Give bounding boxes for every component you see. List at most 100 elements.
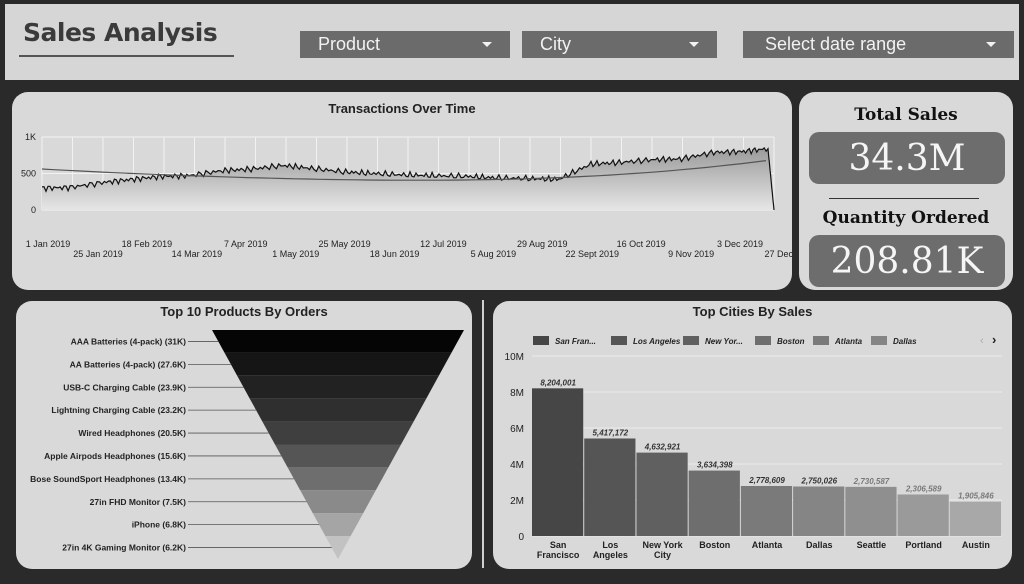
x-tick-label: Atlanta (752, 540, 783, 550)
legend-swatch (533, 336, 549, 345)
legend-label: Los Angeles (633, 337, 681, 346)
bar-value-label: 1,905,846 (958, 492, 994, 501)
bar-value-label: 4,632,921 (644, 443, 681, 452)
transactions-chart-title: Transactions Over Time (328, 101, 476, 116)
header-bar: Sales Analysis Product City Select date … (5, 4, 1019, 80)
chevron-down-icon (986, 42, 996, 47)
city-bar (845, 486, 897, 536)
x-tick-label: 3 Dec 2019 (717, 239, 763, 249)
bar-value-label: 2,306,589 (905, 484, 942, 493)
funnel-segment (237, 375, 439, 399)
quantity-ordered-label: Quantity Ordered (822, 208, 990, 228)
bar-value-label: 2,778,609 (748, 476, 785, 485)
x-tick-label: Austin (962, 540, 990, 550)
x-tick-label: 16 Oct 2019 (617, 239, 666, 249)
x-tick-label: Seattle (857, 540, 887, 550)
legend-label: New Yor... (705, 337, 743, 346)
total-sales-value: 34.3M (809, 132, 1005, 184)
bar-value-label: 3,634,398 (697, 461, 733, 470)
chevron-right-icon: › (992, 332, 996, 347)
city-bar (532, 388, 584, 536)
legend-label: Dallas (893, 337, 917, 346)
city-bar (897, 494, 949, 536)
city-filter-dropdown[interactable]: City (522, 31, 717, 58)
x-tick-label: Los (602, 540, 618, 550)
chevron-down-icon (689, 42, 699, 47)
quantity-ordered-value: 208.81K (809, 235, 1005, 287)
city-bar (584, 438, 636, 536)
date-range-label: Select date range (765, 34, 907, 54)
funnel-segment (300, 490, 376, 514)
city-bar (793, 486, 845, 536)
top-cities-panel: Top Cities By Sales San Fran... Los Angel… (493, 301, 1012, 569)
funnel-category-label: AA Batteries (4-pack) (27.6K) (70, 359, 187, 369)
y-tick-label: 0 (518, 532, 524, 543)
funnel-category-label: 27in 4K Gaming Monitor (6.2K) (62, 543, 186, 553)
funnel-segment (224, 352, 452, 376)
legend-swatch (755, 336, 771, 345)
y-tick-label: 4M (510, 460, 524, 471)
top-products-funnel-chart: AAA Batteries (4-pack) (31K) AA Batteries… (30, 330, 464, 559)
x-tick-label: 1 May 2019 (272, 249, 319, 259)
transactions-area (42, 147, 774, 210)
city-bar (740, 485, 793, 536)
transactions-line-chart: 0 500 1K 1 Jan 2019 18 Feb 2019 7 Apr 2019 25 … (21, 132, 792, 259)
funnel-category-label: iPhone (6.8K) (132, 520, 186, 530)
legend-swatch (611, 336, 627, 345)
funnel-segment (312, 513, 364, 537)
funnel-category-label: Wired Headphones (20.5K) (78, 428, 186, 438)
x-tick-label: City (654, 550, 671, 560)
x-tick-label: 22 Sept 2019 (566, 249, 620, 259)
city-filter-label: City (540, 34, 571, 54)
x-tick-label: 1 Jan 2019 (26, 239, 71, 249)
x-tick-label: 7 Apr 2019 (224, 239, 268, 249)
top-products-title: Top 10 Products By Orders (160, 304, 328, 319)
x-tick-label: San (550, 540, 567, 550)
y-tick-label: 500 (21, 169, 36, 179)
chevron-left-icon: ‹ (980, 335, 984, 347)
city-bar (688, 470, 740, 536)
page-title: Sales Analysis (23, 18, 218, 47)
funnel-category-label: USB-C Charging Cable (23.9K) (63, 382, 186, 392)
x-tick-label: 18 Jun 2019 (370, 249, 420, 259)
top-cities-title: Top Cities By Sales (692, 304, 813, 319)
bar-value-label: 8,204,001 (540, 378, 576, 387)
legend-swatch (683, 336, 699, 345)
chevron-down-icon (482, 42, 492, 47)
legend-label: San Fran... (555, 337, 596, 346)
kpi-divider (829, 198, 979, 199)
x-tick-label: 5 Aug 2019 (471, 249, 517, 259)
funnel-segment (212, 330, 464, 353)
x-tick-label: New York (642, 540, 683, 550)
x-tick-label: Portland (905, 540, 942, 550)
funnel-segment (262, 421, 414, 445)
funnel-category-label: Lightning Charging Cable (23.2K) (51, 405, 186, 415)
bar-value-label: 2,730,587 (853, 477, 890, 486)
product-filter-label: Product (318, 34, 381, 54)
product-filter-dropdown[interactable]: Product (300, 31, 510, 58)
x-tick-label: 18 Feb 2019 (122, 239, 173, 249)
total-sales-label: Total Sales (854, 105, 958, 125)
funnel-category-label: Bose SoundSport Headphones (13.4K) (30, 474, 186, 484)
legend-label: Atlanta (834, 337, 863, 346)
city-bar (949, 501, 1001, 536)
x-tick-label: Dallas (806, 540, 833, 550)
x-tick-label: 29 Aug 2019 (517, 239, 568, 249)
transactions-panel: Transactions Over Time 0 500 1K 1 Jan 2019 1… (12, 92, 792, 290)
funnel-category-label: Apple Airpods Headphones (15.6K) (44, 451, 186, 461)
funnel-segment (275, 444, 401, 468)
x-tick-label: 25 Jan 2019 (73, 249, 123, 259)
funnel-segment (249, 398, 427, 422)
legend-label: Boston (777, 337, 805, 346)
legend-swatch (813, 336, 829, 345)
trend-line (41, 160, 767, 181)
legend-swatch (871, 336, 887, 345)
city-bar (636, 452, 688, 536)
date-range-dropdown[interactable]: Select date range (743, 31, 1014, 58)
top-products-panel: Top 10 Products By Orders AAA Batteries … (16, 301, 472, 569)
x-tick-label: 14 Mar 2019 (172, 249, 223, 259)
y-tick-label: 0 (31, 205, 36, 215)
y-tick-label: 2M (510, 496, 524, 507)
x-tick-label: 25 May 2019 (319, 239, 371, 249)
